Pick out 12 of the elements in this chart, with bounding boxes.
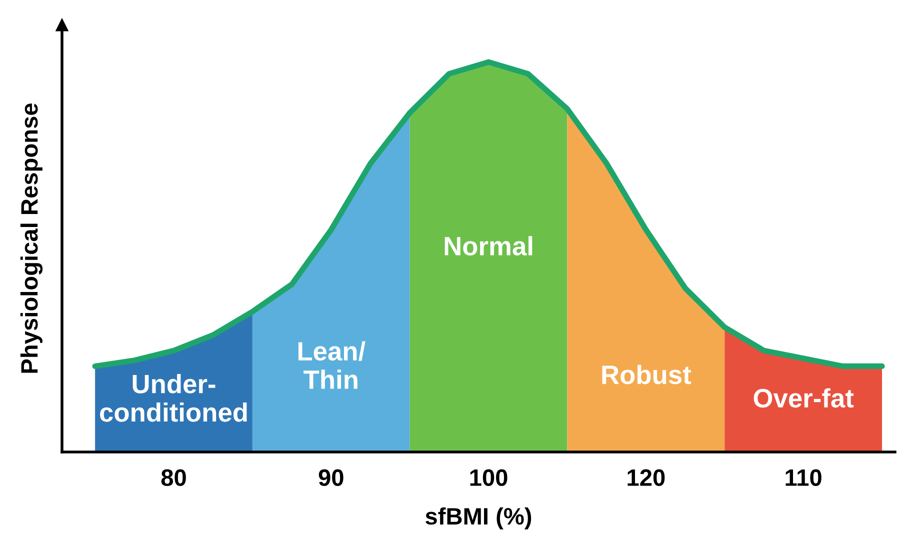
- y-axis-title: Physiological Response: [20, 103, 43, 373]
- x-tick-label: 110: [786, 469, 822, 486]
- series-label: Over-fat: [754, 388, 854, 408]
- series-label: Robust: [602, 364, 692, 384]
- x-tick-label: 80: [161, 469, 186, 486]
- series-label: Lean/ Thin: [298, 341, 366, 389]
- x-tick-label: 100: [470, 469, 508, 486]
- x-tick-label: 120: [628, 469, 665, 486]
- series-label: Under- conditioned: [100, 374, 247, 422]
- series-label: Normal: [444, 236, 532, 256]
- x-tick-label: 90: [318, 469, 344, 486]
- x-axis-title: sfBMI (%): [426, 507, 532, 530]
